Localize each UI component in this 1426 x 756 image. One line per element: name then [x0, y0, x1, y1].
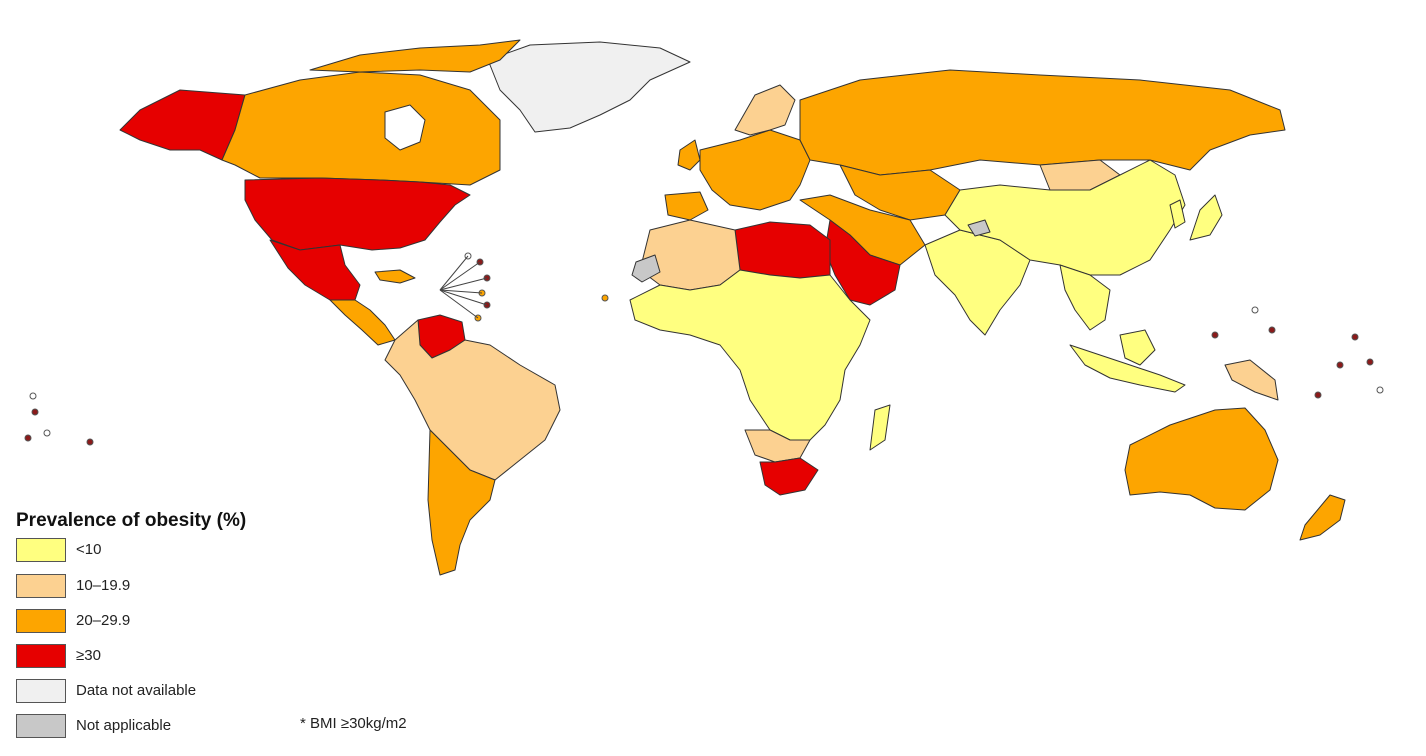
region-russia	[799, 69, 1286, 176]
island-marker-white	[1251, 306, 1259, 314]
island-marker-red	[1351, 333, 1359, 341]
region-mexico	[269, 239, 361, 301]
region-southern-cone	[427, 429, 496, 576]
legend-swatch	[16, 714, 66, 738]
legend-title: Prevalence of obesity (%)	[16, 510, 247, 531]
region-borneo	[1119, 329, 1156, 366]
legend-swatch	[16, 574, 66, 598]
island-marker-white	[29, 392, 37, 400]
legend-item-30-plus: ≥30	[16, 644, 316, 670]
island-marker-white	[43, 429, 51, 437]
region-hudson-bay	[384, 104, 426, 151]
caribbean-leader-lines	[439, 255, 488, 319]
island-marker-red	[1211, 331, 1219, 339]
legend-item-data-not-available: Data not available	[16, 679, 316, 705]
region-kashmir	[967, 219, 991, 237]
region-new-zealand	[1299, 494, 1346, 541]
region-canada	[221, 71, 501, 186]
region-south-america	[384, 319, 561, 481]
legend-item-20-29: 20–29.9	[16, 609, 316, 635]
region-central-america	[329, 299, 396, 346]
region-china	[944, 159, 1186, 276]
region-europe	[699, 129, 811, 211]
island-marker-red	[1336, 361, 1344, 369]
region-western-sahara	[631, 254, 661, 283]
legend-item-not-applicable: Not applicable	[16, 714, 316, 740]
legend-label: Not applicable	[76, 717, 172, 734]
legend-swatch	[16, 609, 66, 633]
region-alaska	[119, 89, 246, 161]
legend-swatch	[16, 679, 66, 703]
legend-label: ≥30	[76, 647, 101, 664]
island-marker-red	[1268, 326, 1276, 334]
island-marker-red	[86, 438, 94, 446]
region-southeast-asia	[1059, 264, 1111, 331]
region-sub-saharan-africa	[629, 269, 871, 441]
region-canada-islands	[309, 39, 521, 73]
region-japan	[1189, 194, 1223, 241]
island-marker-white	[1376, 386, 1384, 394]
region-madagascar	[869, 404, 891, 451]
region-libya-egypt	[734, 221, 831, 279]
region-scandinavia	[734, 84, 796, 136]
region-korea	[1169, 199, 1186, 229]
legend-label: 10–19.9	[76, 577, 131, 594]
legend-item-under-10: <10	[16, 538, 316, 564]
legend-swatch	[16, 538, 66, 562]
island-marker-orange	[601, 294, 609, 302]
region-australia	[1124, 407, 1279, 511]
island-marker-red	[1314, 391, 1322, 399]
legend-label: Data not available	[76, 682, 197, 699]
region-iberia	[664, 191, 709, 221]
legend-label: 20–29.9	[76, 612, 131, 629]
region-caribbean	[374, 269, 416, 284]
legend-label: <10	[76, 541, 102, 558]
island-marker-red	[24, 434, 32, 442]
region-usa	[244, 177, 471, 251]
region-new-guinea	[1224, 359, 1279, 401]
island-marker-red	[31, 408, 39, 416]
island-marker-red	[1366, 358, 1374, 366]
map-legend: Prevalence of obesity (%) <10 10–19.9 20…	[16, 510, 436, 750]
bmi-footnote: * BMI ≥30kg/m2	[300, 715, 407, 732]
region-indonesia	[1069, 344, 1186, 393]
region-southern-africa	[744, 429, 811, 463]
region-greenland	[487, 41, 691, 133]
legend-item-10-19: 10–19.9	[16, 574, 316, 600]
region-uk	[677, 139, 701, 171]
legend-swatch	[16, 644, 66, 668]
region-south-africa	[759, 457, 819, 496]
